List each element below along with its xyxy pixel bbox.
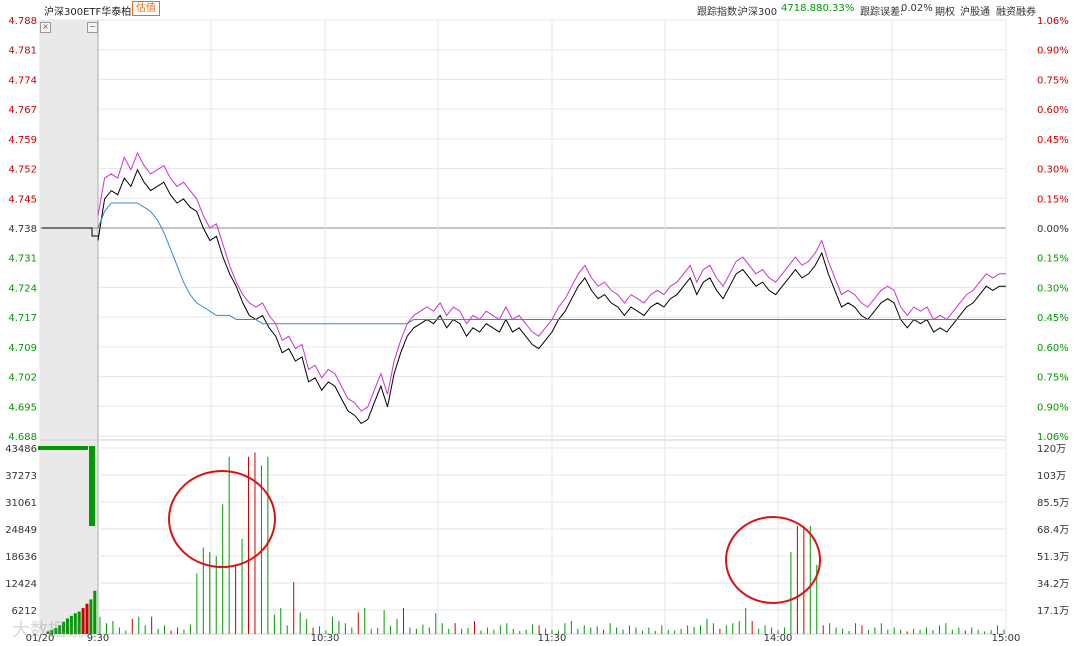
time-tick-label: 01/20 (26, 633, 55, 644)
time-tick-label: 14:00 (764, 633, 793, 644)
annotation-circle-afternoon (725, 516, 821, 604)
volume-tick-label: 24849 (5, 525, 37, 536)
valuation-badge[interactable]: 估值 (132, 1, 160, 16)
percent-tick-label: 0.75% (1037, 373, 1069, 384)
fund-title: 沪深300ETF华泰柏瑞 (44, 7, 142, 18)
menu-hk-connect[interactable]: 沪股通 (960, 7, 990, 18)
volume-amount-label: 103万 (1037, 471, 1066, 482)
volume-amount-label: 34.2万 (1037, 579, 1069, 590)
price-tick-label: 4.759 (8, 135, 37, 146)
price-tick-label: 4.688 (8, 432, 37, 443)
percent-tick-label: 0.15% (1037, 194, 1069, 205)
opening-volume-bar (89, 446, 95, 526)
percent-tick-label: 0.90% (1037, 46, 1069, 57)
percent-tick-label: 0.00% (1037, 224, 1069, 235)
opening-volume-band (38, 446, 88, 450)
time-tick-label: 10:30 (311, 633, 340, 644)
price-tick-label: 4.738 (8, 224, 37, 235)
price-tick-label: 4.717 (8, 313, 37, 324)
volume-amount-label: 85.5万 (1037, 498, 1069, 509)
price-tick-label: 4.788 (8, 16, 37, 27)
percent-tick-label: 0.30% (1037, 283, 1069, 294)
tracking-index-name[interactable]: 沪深300 (738, 7, 778, 18)
price-tick-label: 4.724 (8, 283, 37, 294)
pre-market-line (42, 227, 98, 237)
menu-options[interactable]: 期权 (935, 7, 955, 18)
volume-tick-label: 37273 (5, 471, 37, 482)
series-line-average (97, 202, 1006, 325)
price-tick-label: 4.752 (8, 165, 37, 176)
percent-tick-label: 0.15% (1037, 254, 1069, 265)
series-line-price (97, 168, 1006, 425)
close-icon[interactable]: × (40, 22, 51, 33)
volume-amount-label: 68.4万 (1037, 525, 1069, 536)
volume-tick-label: 31061 (5, 498, 37, 509)
header-bar: 沪深300ETF华泰柏瑞 估值 跟踪指数: 沪深300 4718.88 -0.3… (0, 0, 1080, 18)
pre-market-area (40, 20, 98, 634)
percent-tick-label: 1.06% (1037, 16, 1069, 27)
collapse-icon[interactable]: − (87, 22, 98, 33)
tracking-index-value: 4718.88 (781, 3, 823, 14)
percent-tick-label: 1.06% (1037, 432, 1069, 443)
percent-tick-label: 0.45% (1037, 135, 1069, 146)
tracking-error-value: 0.02% (901, 3, 933, 14)
tracking-index-change: -0.33% (819, 3, 855, 14)
percent-tick-label: 0.75% (1037, 75, 1069, 86)
percent-tick-label: 0.60% (1037, 343, 1069, 354)
time-tick-label: 15:00 (992, 633, 1021, 644)
menu-margin[interactable]: 融资融券 (996, 7, 1036, 18)
volume-amount-label: 51.3万 (1037, 552, 1069, 563)
price-tick-label: 4.767 (8, 105, 37, 116)
volume-tick-label: 18636 (5, 552, 37, 563)
time-tick-label: 11:30 (538, 633, 567, 644)
percent-tick-label: 0.30% (1037, 165, 1069, 176)
tracking-error-label: 跟踪误差: (860, 7, 904, 18)
volume-amount-label: 120万 (1037, 444, 1066, 455)
time-tick-label: 9:30 (87, 633, 109, 644)
percent-tick-label: 0.60% (1037, 105, 1069, 116)
price-tick-label: 4.745 (8, 194, 37, 205)
annotation-circle-morning (168, 470, 276, 568)
tracking-index-label: 跟踪指数: (697, 7, 741, 18)
percent-tick-label: 0.45% (1037, 313, 1069, 324)
volume-amount-label: 17.1万 (1037, 606, 1069, 617)
watermark-text: 大数据镜 (12, 620, 84, 641)
price-tick-label: 4.774 (8, 75, 37, 86)
percent-tick-label: 0.90% (1037, 402, 1069, 413)
volume-tick-label: 12424 (5, 579, 37, 590)
price-tick-label: 4.781 (8, 46, 37, 57)
price-tick-label: 4.709 (8, 343, 37, 354)
price-tick-label: 4.702 (8, 373, 37, 384)
volume-tick-label: 43486 (5, 444, 37, 455)
price-tick-label: 4.695 (8, 402, 37, 413)
volume-tick-label: 6212 (12, 606, 37, 617)
chart-frame (39, 19, 1007, 635)
price-tick-label: 4.731 (8, 254, 37, 265)
